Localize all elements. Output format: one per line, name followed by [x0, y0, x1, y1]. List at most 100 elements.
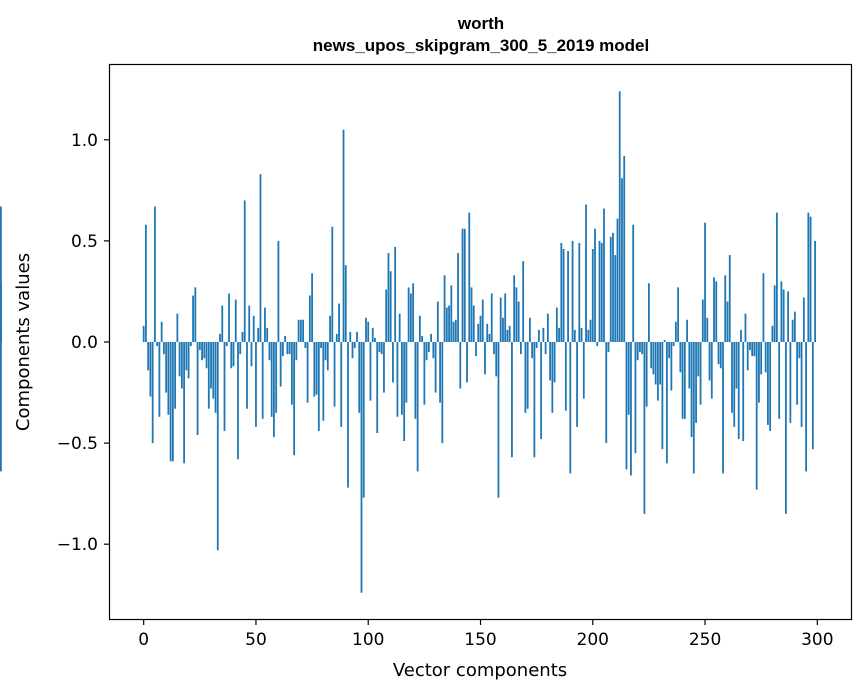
bar [672, 342, 675, 347]
bar [427, 342, 430, 353]
bar [317, 342, 320, 431]
bar [246, 342, 248, 409]
bar [380, 342, 383, 355]
bar [461, 228, 464, 342]
bar [630, 342, 632, 476]
bar [749, 342, 751, 351]
bar [196, 342, 199, 436]
bar [463, 228, 466, 342]
x-tick-label: 200 [577, 630, 609, 650]
bar [517, 301, 520, 342]
bar [439, 342, 441, 403]
bar [564, 342, 567, 411]
bar [674, 321, 677, 342]
bar [192, 295, 194, 342]
bar [650, 342, 653, 369]
bar [255, 342, 257, 427]
bar [387, 253, 390, 342]
y-tick-label: 1.0 [71, 131, 98, 151]
bar [814, 240, 816, 342]
bar [376, 342, 379, 433]
x-tick-label: 0 [138, 630, 149, 650]
bar [526, 342, 529, 409]
bar [688, 342, 691, 389]
bar [670, 342, 673, 391]
bar [764, 342, 767, 373]
bar [223, 342, 226, 431]
bar [250, 342, 253, 367]
bar [0, 342, 2, 472]
bar [546, 313, 549, 342]
bar [279, 342, 282, 387]
bar [719, 342, 722, 369]
bar [165, 342, 168, 393]
bar [259, 174, 262, 342]
bar [522, 261, 525, 342]
bar [769, 342, 772, 431]
bar [753, 342, 756, 357]
bar [293, 342, 296, 456]
bar [695, 342, 697, 423]
bar [713, 277, 715, 342]
bar [335, 333, 338, 342]
bar [282, 342, 284, 357]
bar [302, 319, 305, 342]
bar-series [0, 91, 816, 593]
bar [178, 342, 181, 377]
bar [654, 342, 657, 385]
bar [331, 226, 334, 342]
bar [149, 342, 152, 397]
bar [169, 342, 172, 462]
bar [311, 273, 313, 342]
bar [594, 228, 596, 342]
bar [578, 242, 581, 342]
bar [344, 265, 347, 342]
bar [567, 251, 569, 342]
bar [778, 342, 781, 419]
bar [533, 342, 536, 458]
bar [746, 342, 749, 371]
bar [520, 342, 522, 355]
bar [679, 342, 682, 373]
bar [659, 342, 662, 385]
bar [225, 342, 228, 347]
bar [677, 287, 679, 342]
bar [717, 342, 720, 365]
bar [459, 342, 462, 389]
bar [252, 315, 255, 342]
bar [811, 342, 814, 450]
bar [488, 333, 491, 342]
bar [409, 293, 412, 342]
bar [290, 342, 293, 405]
bar [603, 208, 605, 342]
bar [751, 342, 754, 357]
bar [639, 342, 641, 353]
bar [243, 200, 246, 342]
bar [308, 295, 311, 342]
bar [661, 342, 664, 450]
bar [708, 342, 711, 381]
bar [690, 342, 693, 438]
bar [802, 297, 805, 342]
bar [791, 319, 794, 342]
bar [731, 342, 733, 413]
bar [396, 342, 399, 417]
bar [612, 232, 614, 342]
bar [789, 342, 792, 423]
bar [145, 224, 147, 342]
bar [531, 342, 534, 359]
bar [776, 212, 778, 342]
bar [448, 305, 450, 342]
bar [511, 342, 513, 458]
bar [156, 342, 159, 347]
bar [234, 299, 237, 342]
y-axis: −1.0 −0.5 0.0 0.5 1.0 [57, 131, 110, 555]
bar [623, 155, 626, 342]
bar [787, 291, 790, 342]
bar [284, 335, 287, 342]
bar [621, 178, 623, 342]
bar [286, 342, 289, 355]
bar [329, 315, 331, 342]
bar [248, 305, 251, 342]
